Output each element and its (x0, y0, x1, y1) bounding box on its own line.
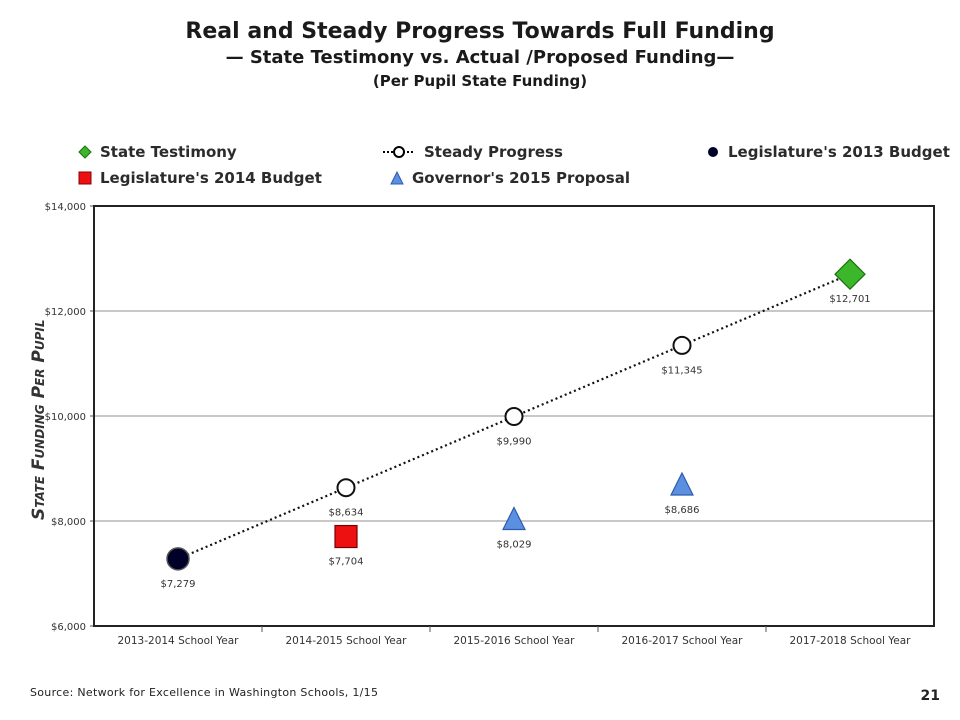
chart-title: Real and Steady Progress Towards Full Fu… (185, 19, 775, 44)
plot-area-frame (93, 205, 935, 627)
data-label: $8,634 (329, 508, 364, 519)
data-label: $7,279 (161, 579, 196, 590)
x-tick-label: 2016-2017 School Year (622, 635, 744, 647)
y-tick-label: $8,000 (51, 517, 86, 528)
legislature-2013-point (166, 547, 190, 571)
title-block: Real and Steady Progress Towards Full Fu… (0, 18, 960, 92)
x-tick-label: 2017-2018 School Year (790, 635, 912, 647)
y-tick-label: $6,000 (51, 622, 86, 633)
y-tick-label: $12,000 (45, 307, 86, 318)
y-axis-label: State Funding Per Pupil (29, 320, 49, 521)
y-tick-label: $10,000 (45, 412, 86, 423)
steady-progress-line (177, 273, 851, 560)
page-number: 21 (920, 688, 940, 704)
source-note: Source: Network for Excellence in Washin… (30, 686, 379, 699)
data-label: $9,990 (497, 437, 532, 448)
governor-2015-point (670, 471, 694, 496)
steady-progress-point (504, 407, 524, 427)
steady-progress-point (336, 478, 356, 498)
y-tick-label: $14,000 (45, 202, 86, 213)
y-axis-label-wrap: State Funding Per Pupil (2, 260, 62, 580)
x-tick-label: 2015-2016 School Year (454, 635, 576, 647)
x-tick-label: 2013-2014 School Year (118, 635, 240, 647)
y-axis-label-svg: State Funding Per Pupil (29, 320, 49, 521)
data-label: $12,701 (829, 294, 870, 305)
data-label: $11,345 (661, 365, 702, 376)
data-label: $8,029 (497, 539, 532, 550)
governor-2015-point (502, 506, 526, 531)
data-label: $7,704 (329, 557, 364, 568)
state-testimony-point (834, 258, 866, 291)
chart-subtitle: — State Testimony vs. Actual /Proposed F… (225, 47, 735, 68)
x-tick-label: 2014-2015 School Year (286, 635, 408, 647)
legislature-2014-point (334, 524, 358, 549)
steady-progress-point (672, 335, 692, 355)
chart-note: (Per Pupil State Funding) (372, 72, 588, 90)
data-label: $8,686 (665, 505, 700, 516)
